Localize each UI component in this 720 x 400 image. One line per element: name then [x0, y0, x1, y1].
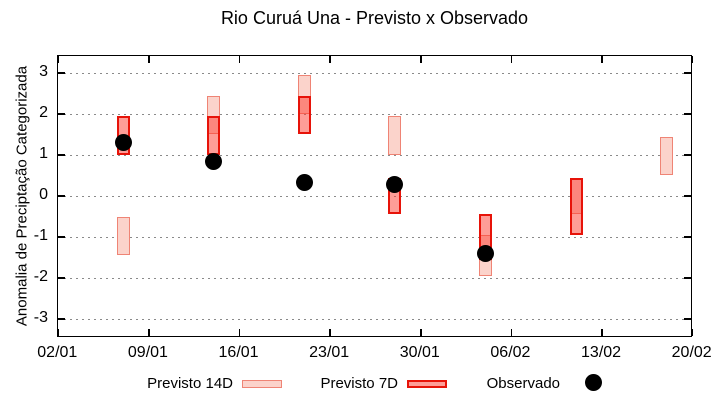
y-tick-left: [58, 277, 65, 279]
legend-label-previsto-7d: Previsto 7D: [320, 375, 398, 392]
x-tick-top: [57, 56, 60, 63]
observado-dot: [295, 173, 313, 191]
y-tick-right: [684, 318, 691, 320]
observado-dot: [477, 244, 495, 262]
x-tick-top: [510, 56, 513, 63]
x-tick-top: [329, 56, 331, 63]
previsto-14d-box: [388, 116, 402, 155]
y-tick-right: [684, 154, 691, 156]
legend-label-observado: Observado: [486, 375, 560, 392]
x-tick-top: [691, 56, 694, 63]
x-tick-bottom: [329, 329, 331, 336]
y-tick-right: [684, 236, 691, 238]
x-tick-bottom: [238, 329, 241, 336]
y-tick-label: -2: [33, 268, 48, 285]
x-tick-top: [601, 56, 603, 63]
y-gridline: [58, 113, 691, 115]
y-gridline: [58, 318, 691, 320]
previsto-7d-box: [297, 95, 311, 135]
y-tick-label: -1: [33, 227, 48, 244]
observado-dot: [386, 176, 404, 194]
y-tick-label: 2: [39, 104, 48, 121]
x-tick-top: [148, 56, 150, 63]
y-tick-right: [684, 195, 691, 197]
chart-title: Rio Curuá Una - Previsto x Observado: [220, 8, 529, 28]
y-gridline: [58, 72, 691, 74]
x-tick-bottom: [510, 329, 513, 336]
y-tick-label: 0: [39, 186, 48, 203]
plot-area: [57, 55, 694, 337]
x-tick-label: 30/01: [399, 344, 440, 361]
legend-label-previsto-14d: Previsto 14D: [147, 375, 233, 392]
x-tick-label: 13/02: [581, 344, 622, 361]
x-tick-bottom: [148, 329, 150, 336]
x-tick-bottom: [601, 329, 603, 336]
y-tick-right: [684, 72, 691, 74]
x-tick-label: 06/02: [490, 344, 531, 361]
y-tick-left: [58, 318, 65, 320]
y-tick-right: [684, 113, 691, 115]
x-tick-bottom: [57, 329, 60, 336]
x-tick-label: 02/01: [37, 344, 78, 361]
x-tick-label: 09/01: [127, 344, 168, 361]
y-gridline: [58, 277, 691, 279]
legend-observado-dot-icon: [585, 374, 602, 391]
y-tick-left: [58, 113, 65, 115]
previsto-7d-box: [207, 116, 221, 155]
y-tick-left: [58, 72, 65, 74]
legend-swatch-previsto-14d: [242, 380, 282, 388]
x-tick-top: [420, 56, 422, 63]
y-gridline: [58, 236, 691, 238]
previsto-14d-box: [660, 136, 674, 176]
previsto-14d-box: [116, 216, 130, 256]
x-tick-top: [238, 56, 241, 63]
y-tick-label: 1: [39, 145, 48, 162]
legend-swatch-previsto-7d: [407, 380, 447, 388]
y-tick-left: [58, 154, 65, 156]
observado-dot: [114, 134, 132, 152]
y-gridline: [58, 195, 691, 197]
y-gridline: [58, 154, 691, 156]
x-tick-label: 23/01: [309, 344, 350, 361]
previsto-7d-box: [569, 177, 583, 235]
y-tick-left: [58, 236, 65, 238]
x-tick-bottom: [691, 329, 694, 336]
y-tick-left: [58, 195, 65, 197]
y-tick-label: -3: [33, 309, 48, 326]
y-tick-label: 3: [39, 63, 48, 80]
x-tick-bottom: [420, 329, 422, 336]
x-tick-label: 16/01: [218, 344, 259, 361]
x-tick-label: 20/02: [671, 344, 712, 361]
observado-dot: [205, 152, 223, 170]
y-tick-right: [684, 277, 691, 279]
